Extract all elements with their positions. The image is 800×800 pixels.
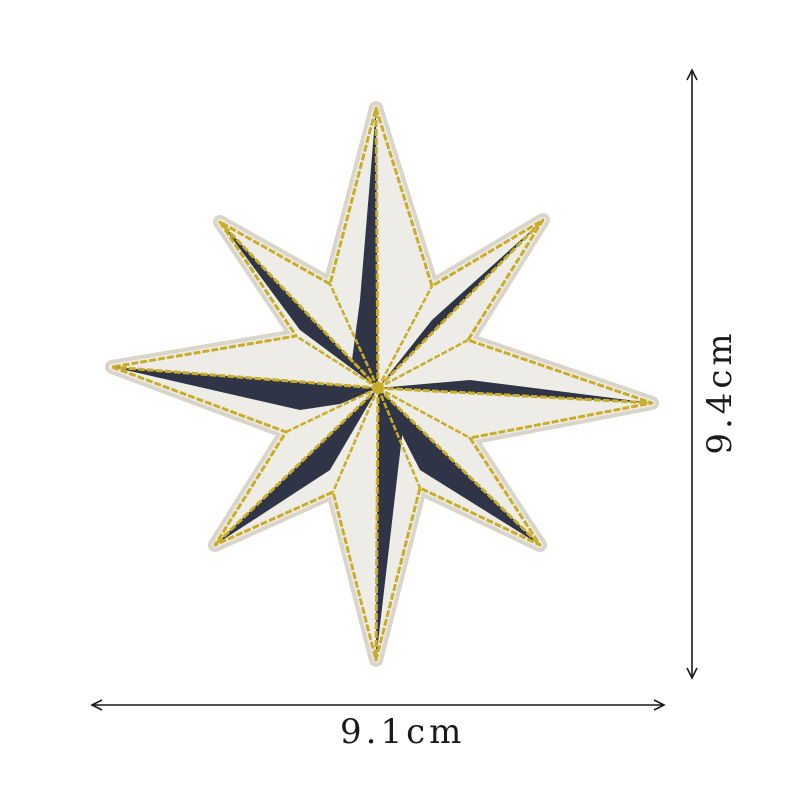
gold-ridge-stitch [376, 218, 545, 390]
navy-facet [112, 367, 378, 410]
gold-ridge-stitch [374, 107, 380, 389]
width-dimension-arrow-head-start [90, 699, 103, 711]
gold-ridge-stitch [376, 386, 542, 547]
gold-valley-stitch [377, 338, 469, 390]
height-dimension-arrow-head-end [686, 667, 698, 680]
navy-facet [378, 380, 652, 403]
height-dimension-arrow-head-start [686, 68, 698, 81]
width-dimension-label: 9.1cm [340, 712, 466, 752]
gold-ridge-stitch [377, 386, 653, 405]
height-dimension-label: 9.4cm [700, 329, 740, 455]
navy-facet [352, 108, 378, 388]
gold-ridge-stitch [111, 365, 379, 390]
width-dimension-arrow-head-end [653, 699, 666, 711]
gold-valley-stitch [285, 386, 379, 434]
gold-valley-stitch [377, 386, 471, 440]
gold-ridge-stitch [213, 386, 380, 547]
gold-valley-stitch [328, 283, 380, 389]
gold-valley-stitch [295, 334, 379, 390]
gold-valley-stitch [331, 387, 380, 493]
gold-ridge-stitch [374, 387, 380, 661]
gold-valley-stitch [376, 387, 422, 489]
gold-valley-stitch [376, 285, 434, 389]
navy-facet [376, 388, 404, 660]
gold-ridge-stitch [218, 220, 380, 390]
